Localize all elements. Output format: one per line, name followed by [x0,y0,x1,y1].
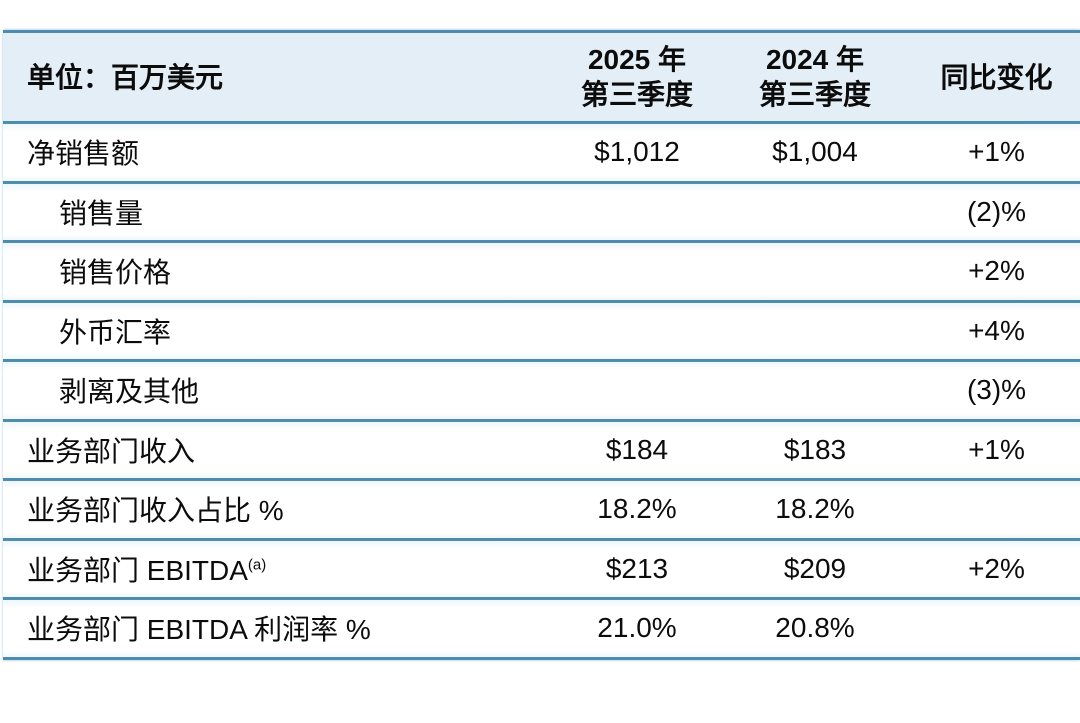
table-row-divestitures-other: 剥离及其他 (3)% [3,362,1080,422]
column-header-q3-2025-line2: 第三季度 [580,79,693,110]
table-row-sales-volume: 销售量 (2)% [3,183,1080,243]
column-header-yoy-change: 同比变化 [903,60,1080,95]
table-row-segment-ebitda: 业务部门 EBITDA(a) $213 $209 +2% [3,540,1080,600]
value-yoy: (3)% [966,374,1027,406]
value-q3-2025: 18.2% [597,493,677,525]
row-label: 业务部门 EBITDA(a) [3,549,547,589]
unit-label: 单位：百万美元 [27,61,224,93]
value-q3-2024: $209 [783,552,847,584]
column-header-yoy-change-label: 同比变化 [940,61,1053,93]
table-row-segment-income-margin: 业务部门收入占比 % 18.2% 18.2% [3,481,1080,541]
value-yoy: (2)% [966,195,1027,227]
row-label: 业务部门收入 [27,435,196,467]
column-header-q3-2025-line1: 2025 年 [587,44,687,75]
value-q3-2024: $183 [783,433,847,465]
table-row-segment-ebitda-margin: 业务部门 EBITDA 利润率 % 21.0% 20.8% [3,600,1080,660]
value-q3-2025: $184 [605,433,669,465]
table-row-foreign-currency: 外币汇率 +4% [3,302,1080,362]
value-yoy: +1% [968,136,1025,168]
row-label: 销售量 [59,197,144,229]
table-row-net-sales: 净销售额 $1,012 $1,004 +1% [3,124,1080,184]
row-label: 净销售额 [27,138,140,170]
footnote-marker-a: (a) [247,556,267,574]
column-header-q3-2025: 2025 年 第三季度 [547,42,727,112]
value-yoy: +1% [968,433,1025,465]
table-header-row: 单位：百万美元 2025 年 第三季度 2024 年 第三季度 同比变化 [3,33,1080,124]
value-q3-2025: $213 [605,552,669,584]
row-label: 剥离及其他 [59,376,200,408]
value-q3-2024: 18.2% [775,493,855,525]
row-label: 业务部门收入占比 % [27,495,284,527]
row-label: 外币汇率 [59,316,172,348]
value-q3-2025: $1,012 [594,136,680,168]
column-header-q3-2024-line1: 2024 年 [765,44,865,75]
value-q3-2024: $1,004 [772,136,858,168]
value-q3-2025: 21.0% [597,612,677,644]
row-label: 销售价格 [59,257,172,289]
column-header-q3-2024-line2: 第三季度 [758,79,871,110]
value-yoy: +4% [968,314,1025,346]
table-row-segment-income: 业务部门收入 $184 $183 +1% [3,421,1080,481]
table-row-sales-price: 销售价格 +2% [3,243,1080,303]
value-yoy: +2% [968,255,1025,287]
value-yoy: +2% [968,552,1025,584]
row-label: 业务部门 EBITDA 利润率 % [27,614,371,646]
column-header-q3-2024: 2024 年 第三季度 [727,42,903,112]
quarterly-results-table: 单位：百万美元 2025 年 第三季度 2024 年 第三季度 同比变化 净销售… [3,30,1080,660]
value-q3-2024: 20.8% [775,612,855,644]
row-label-text: 业务部门 EBITDA [27,554,248,586]
